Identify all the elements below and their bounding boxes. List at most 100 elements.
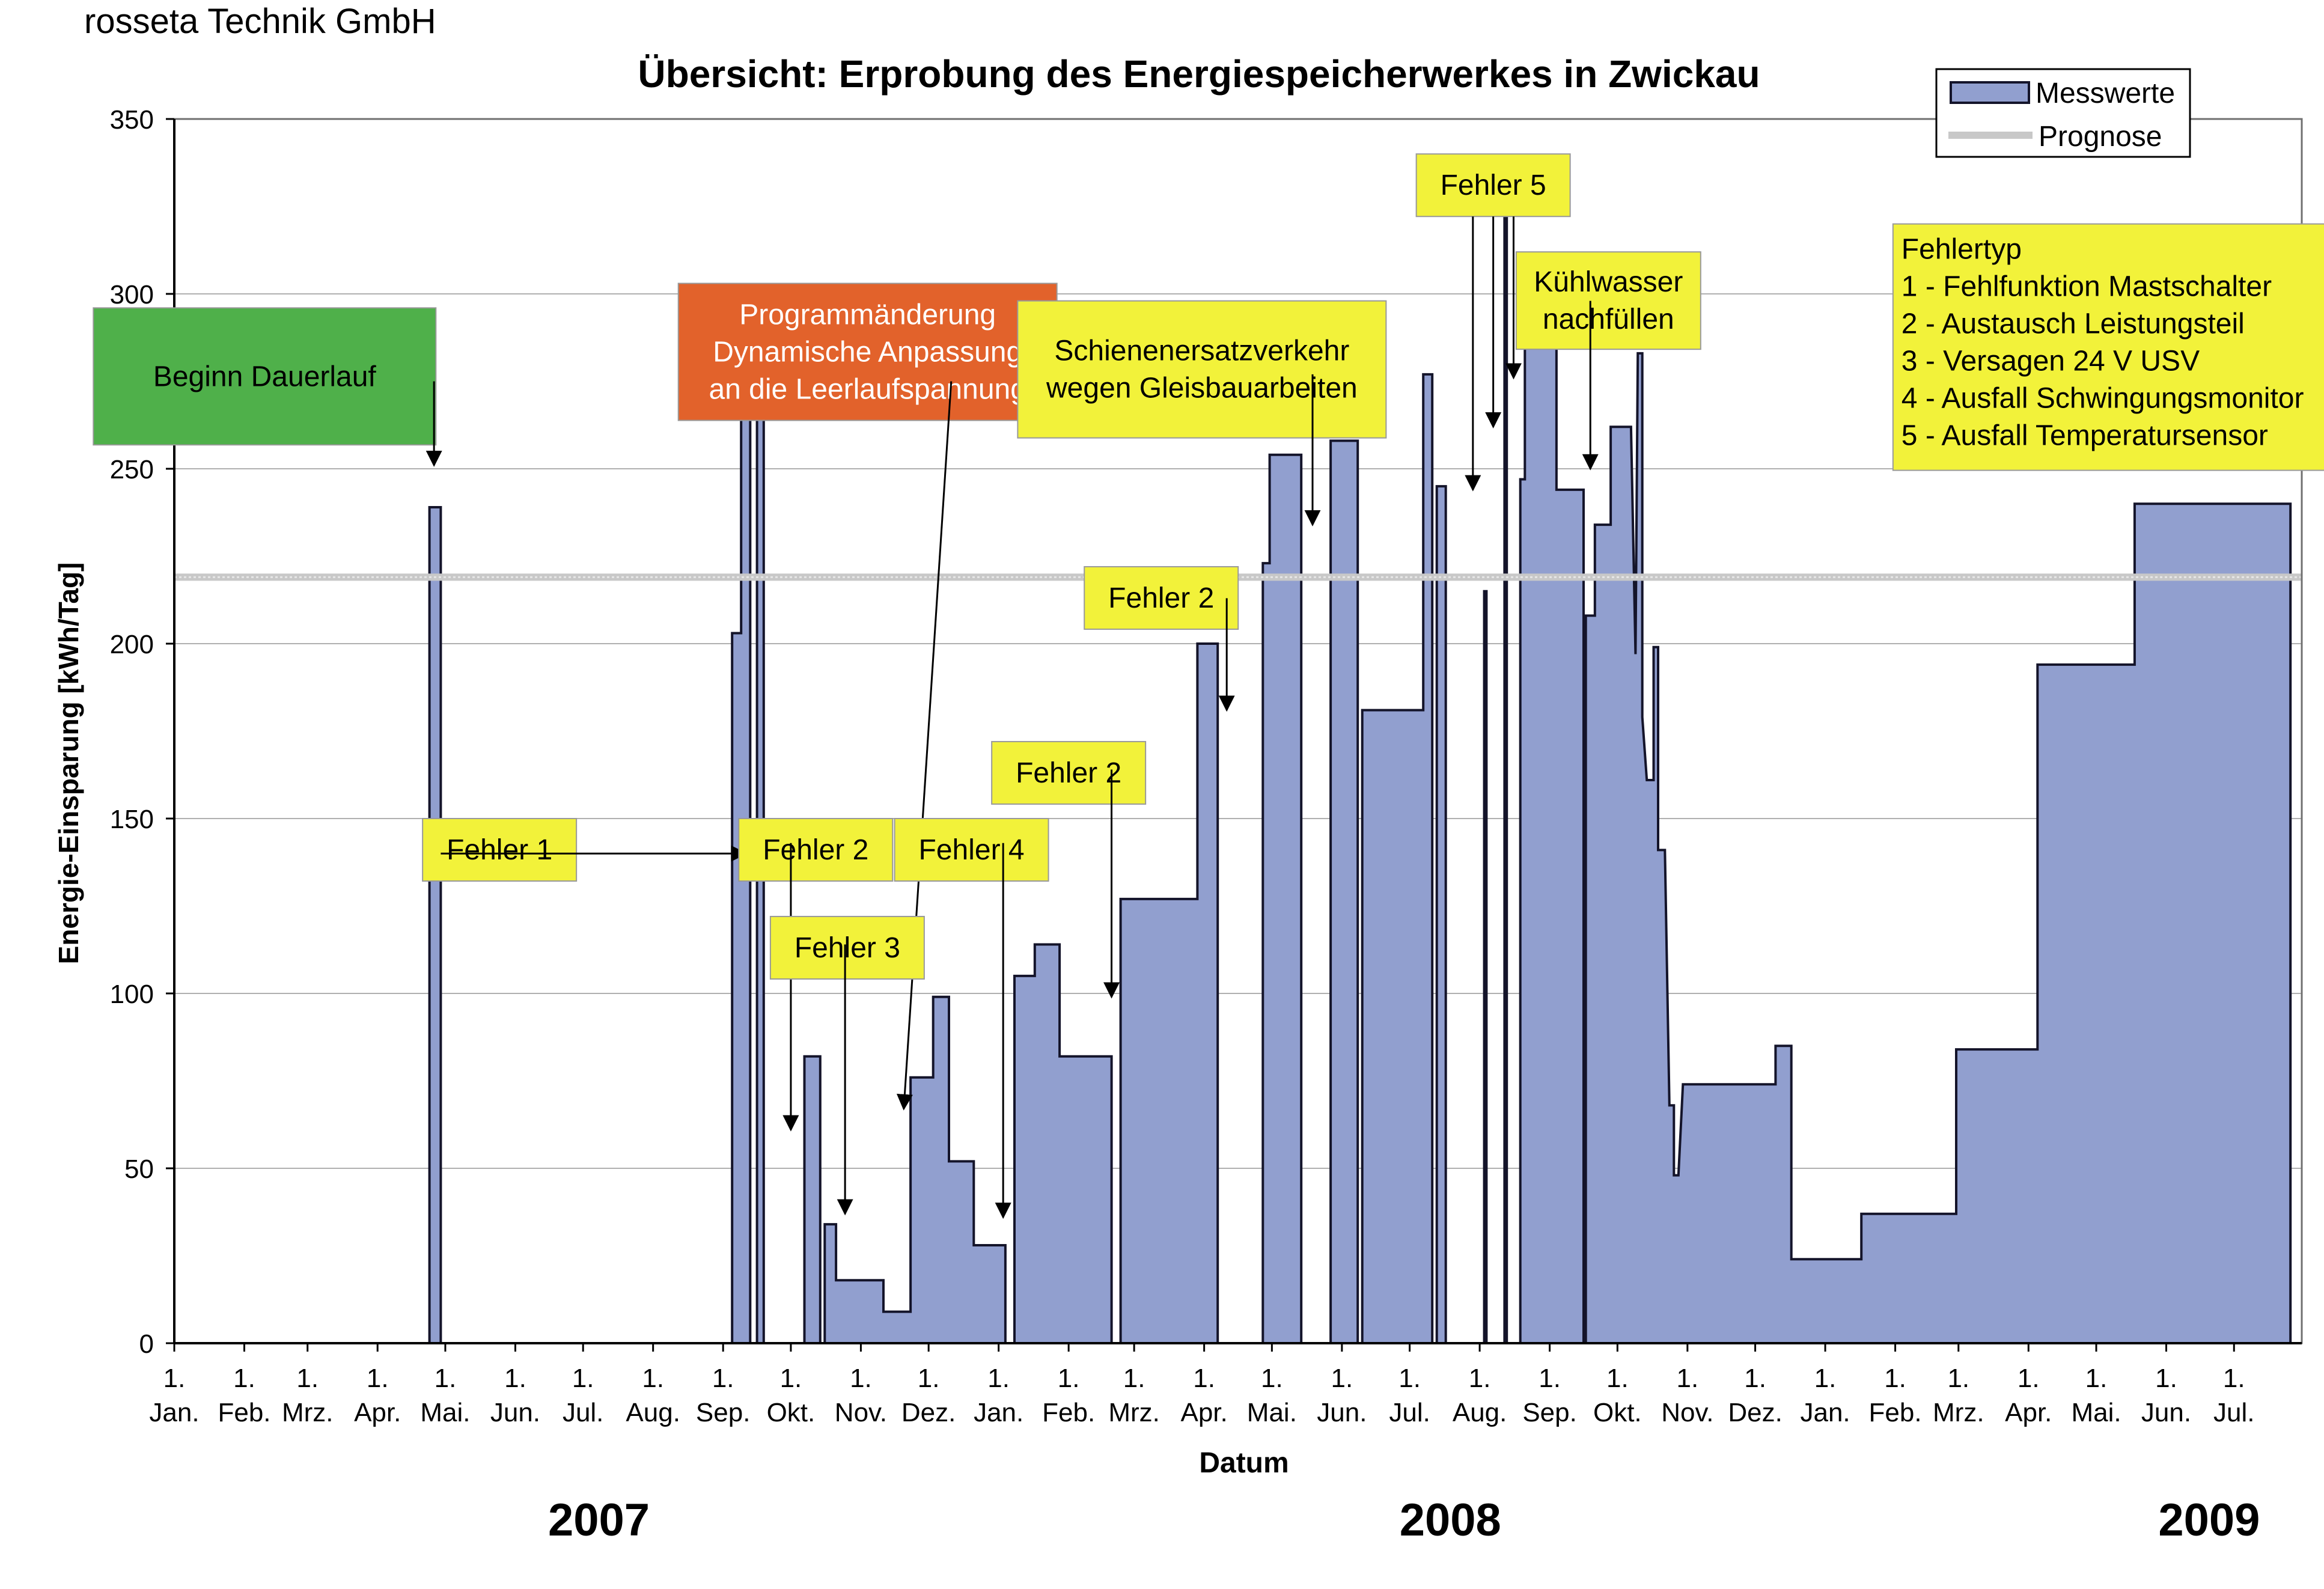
x-tick-label: Apr. <box>354 1398 401 1427</box>
annotation-text: Fehler 5 <box>1441 169 1546 201</box>
x-tick-label: 1. <box>987 1364 1010 1393</box>
x-tick-label: 1. <box>1261 1364 1283 1393</box>
year-label: 2008 <box>1400 1495 1501 1546</box>
x-tick-label: 1. <box>233 1364 255 1393</box>
annotation-box <box>1084 566 1239 630</box>
year-labels: 2007 2008 2009 <box>548 1495 2260 1546</box>
x-tick-label: 1. <box>435 1364 457 1393</box>
annotation-box <box>93 307 437 446</box>
x-tick-label: 1. <box>850 1364 872 1393</box>
company-name: rosseta Technik GmbH <box>84 2 436 41</box>
x-tick-label: Okt. <box>1593 1398 1642 1427</box>
x-tick-label: 1. <box>1947 1364 1969 1393</box>
annotation-box <box>894 818 1049 882</box>
annotations: Beginn Dauerlauf Fehler 1 Programmänderung… <box>93 153 2324 1219</box>
x-tick-label: Okt. <box>767 1398 816 1427</box>
x-tick-label: Apr. <box>2005 1398 2052 1427</box>
annotation-text: 4 - Ausfall Schwingungsmonitor <box>1902 383 2304 415</box>
y-tick-label: 50 <box>124 1154 154 1184</box>
x-tick-label: Jun. <box>2141 1398 2191 1427</box>
annotation-text: 1 - Fehlfunktion Mastschalter <box>1902 271 2272 303</box>
x-tick-label: Jul. <box>563 1398 603 1427</box>
x-tick-label: Sep. <box>1522 1398 1577 1427</box>
annotation-text: an die Leerlaufspannung <box>709 374 1026 406</box>
x-tick-label: Apr. <box>1180 1398 1227 1427</box>
y-tick-label: 250 <box>110 455 154 484</box>
axes <box>173 118 2303 1344</box>
x-tick-label: 1. <box>572 1364 594 1393</box>
annotation-kuehl: Kühlwasser nachfüllen <box>1515 251 1701 350</box>
x-tick-label: 1. <box>296 1364 319 1393</box>
annotation-schienen: Schienenersatzverkehr wegen Gleisbauarbei… <box>1017 300 1387 439</box>
x-axis-label: Datum <box>1199 1447 1289 1479</box>
legend-label-messwerte: Messwerte <box>2036 78 2175 109</box>
x-tick-label: Jun. <box>490 1398 540 1427</box>
x-tick-label: 1. <box>1606 1364 1629 1393</box>
annotation-programm: Programmänderung Dynamische Anpassung an d… <box>677 282 1058 421</box>
annotation-box <box>991 740 1147 805</box>
x-tick-labels: 1. Jan. 1. Feb. 1. Mrz. 1. Apr. 1. Mai. 1. Jun. 1. Ju… <box>149 1343 2255 1427</box>
legend-box <box>1935 68 2191 158</box>
x-tick-label: 1. <box>163 1364 186 1393</box>
x-tick-label: 1. <box>2223 1364 2245 1393</box>
x-tick-label: Jan. <box>974 1398 1023 1427</box>
y-tick-label: 300 <box>110 280 154 310</box>
messwerte-area <box>174 201 2292 1344</box>
x-tick-label: Jun. <box>1317 1398 1367 1427</box>
x-tick-label: Nov. <box>1661 1398 1713 1427</box>
x-tick-label: Mrz. <box>282 1398 334 1427</box>
y-axis-label: Energie-Einsparung [kWh/Tag] <box>53 563 84 965</box>
x-tick-label: Jul. <box>1389 1398 1430 1427</box>
x-tick-label: 1. <box>2085 1364 2108 1393</box>
year-label: 2007 <box>548 1495 650 1546</box>
annotation-box <box>1415 153 1571 218</box>
annotation-fehlertyp: Fehlertyp 1 - Fehlfunktion Mastschalter 2 … <box>1892 223 2324 471</box>
annotation-text: Dynamische Anpassung <box>713 337 1022 368</box>
x-tick-label: Aug. <box>1453 1398 1507 1427</box>
year-label: 2009 <box>2158 1495 2260 1546</box>
legend: Messwerte Prognose <box>1935 68 2191 158</box>
annotation-fehler3: Fehler 3 <box>769 915 925 980</box>
annotation-text: Programmänderung <box>739 299 996 331</box>
annotation-fehler2a: Fehler 2 <box>738 818 894 882</box>
annotation-text: Fehlertyp <box>1902 234 2022 266</box>
annotation-box <box>1017 300 1387 439</box>
annotation-text: Fehler 2 <box>763 834 868 866</box>
annotation-text: Fehler 1 <box>447 834 552 866</box>
x-tick-label: 1. <box>780 1364 802 1393</box>
messwerte-series <box>174 201 2292 1344</box>
annotation-box <box>769 915 925 980</box>
x-tick-label: Mrz. <box>1108 1398 1160 1427</box>
x-tick-label: Feb. <box>1042 1398 1095 1427</box>
x-tick-label: 1. <box>1676 1364 1698 1393</box>
annotation-fehler5: Fehler 5 <box>1415 153 1571 218</box>
legend-swatch-messwerte <box>1950 81 2030 104</box>
y-tick-label: 0 <box>139 1329 154 1359</box>
x-tick-label: 1. <box>1884 1364 1906 1393</box>
y-tick-label: 350 <box>110 105 154 135</box>
x-tick-label: Mai. <box>420 1398 470 1427</box>
x-tick-label: 1. <box>504 1364 526 1393</box>
x-tick-label: 1. <box>1814 1364 1837 1393</box>
annotation-text: Fehler 4 <box>919 834 1025 866</box>
y-tick-label: 100 <box>110 980 154 1009</box>
x-tick-label: Sep. <box>696 1398 751 1427</box>
x-tick-label: Nov. <box>835 1398 887 1427</box>
annotation-box <box>1892 223 2324 471</box>
annotation-fehler1: Fehler 1 <box>422 818 578 882</box>
annotation-text: Schienenersatzverkehr <box>1054 335 1349 367</box>
x-tick-label: 1. <box>1058 1364 1080 1393</box>
x-tick-label: Mrz. <box>1933 1398 1984 1427</box>
annotation-text: 3 - Versagen 24 V USV <box>1902 346 2200 377</box>
x-tick-label: 1. <box>918 1364 940 1393</box>
annotation-box <box>422 818 578 882</box>
annotation-beginn: Beginn Dauerlauf <box>93 307 437 446</box>
annotation-fehler2c: Fehler 2 <box>1084 566 1239 630</box>
x-tick-label: 1. <box>712 1364 734 1393</box>
annotation-text: Fehler 2 <box>1016 757 1121 789</box>
x-tick-label: 1. <box>1469 1364 1491 1393</box>
annotation-text: wegen Gleisbauarbeiten <box>1046 373 1358 404</box>
y-tick-label: 150 <box>110 805 154 834</box>
x-tick-label: Mai. <box>2071 1398 2121 1427</box>
annotation-fehler2b: Fehler 2 <box>991 740 1147 805</box>
